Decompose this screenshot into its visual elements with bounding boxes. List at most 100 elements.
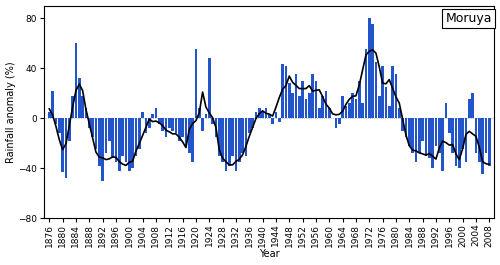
X-axis label: Year: Year: [259, 249, 280, 259]
Bar: [254, 112, 258, 118]
Bar: [158, 118, 160, 124]
Bar: [462, 118, 464, 149]
Bar: [108, 118, 110, 141]
Bar: [358, 81, 360, 118]
Bar: [442, 118, 444, 171]
Bar: [178, 118, 180, 141]
Bar: [222, 118, 224, 162]
Bar: [214, 118, 218, 137]
Bar: [312, 74, 314, 118]
Y-axis label: Rainfall anomaly (%): Rainfall anomaly (%): [6, 61, 16, 163]
Bar: [398, 108, 400, 118]
Bar: [262, 112, 264, 118]
Bar: [62, 118, 64, 172]
Bar: [402, 118, 404, 131]
Bar: [194, 49, 198, 118]
Bar: [354, 99, 358, 118]
Bar: [104, 118, 108, 153]
Bar: [438, 118, 440, 153]
Bar: [142, 112, 144, 118]
Bar: [192, 118, 194, 162]
Bar: [58, 118, 60, 133]
Bar: [102, 118, 104, 181]
Bar: [472, 93, 474, 118]
Bar: [418, 118, 420, 153]
Bar: [92, 118, 94, 137]
Bar: [368, 18, 370, 118]
Bar: [128, 118, 130, 171]
Bar: [124, 118, 128, 162]
Bar: [382, 65, 384, 118]
Bar: [174, 118, 178, 133]
Bar: [198, 108, 200, 118]
Bar: [132, 118, 134, 168]
Bar: [482, 118, 484, 174]
Bar: [72, 96, 74, 118]
Bar: [248, 118, 250, 133]
Bar: [392, 65, 394, 118]
Bar: [454, 118, 458, 166]
Bar: [64, 118, 68, 178]
Bar: [364, 49, 368, 118]
Bar: [314, 81, 318, 118]
Bar: [328, 108, 330, 118]
Bar: [342, 96, 344, 118]
Bar: [372, 24, 374, 118]
Bar: [428, 118, 430, 158]
Bar: [414, 118, 418, 162]
Bar: [188, 118, 190, 153]
Bar: [154, 108, 158, 118]
Text: Moruya: Moruya: [446, 12, 492, 25]
Bar: [304, 99, 308, 118]
Bar: [184, 118, 188, 145]
Bar: [252, 118, 254, 128]
Bar: [212, 118, 214, 124]
Bar: [362, 103, 364, 118]
Bar: [322, 96, 324, 118]
Bar: [54, 118, 58, 124]
Bar: [208, 58, 210, 118]
Bar: [464, 118, 468, 162]
Bar: [234, 118, 238, 171]
Bar: [384, 87, 388, 118]
Bar: [138, 118, 140, 149]
Bar: [408, 118, 410, 145]
Bar: [484, 118, 488, 153]
Bar: [404, 118, 407, 137]
Bar: [172, 118, 174, 131]
Bar: [144, 118, 148, 133]
Bar: [164, 118, 168, 137]
Bar: [228, 118, 230, 166]
Bar: [122, 118, 124, 156]
Bar: [444, 103, 448, 118]
Bar: [374, 62, 378, 118]
Bar: [152, 114, 154, 118]
Bar: [242, 118, 244, 153]
Bar: [84, 108, 87, 118]
Bar: [232, 118, 234, 156]
Bar: [344, 105, 348, 118]
Bar: [394, 74, 398, 118]
Bar: [432, 118, 434, 168]
Bar: [422, 118, 424, 141]
Bar: [378, 96, 380, 118]
Bar: [272, 118, 274, 124]
Bar: [338, 118, 340, 124]
Bar: [94, 118, 98, 149]
Bar: [388, 105, 390, 118]
Bar: [474, 118, 478, 153]
Bar: [318, 108, 320, 118]
Bar: [434, 118, 438, 145]
Bar: [148, 118, 150, 128]
Bar: [488, 118, 490, 166]
Bar: [112, 118, 114, 158]
Bar: [308, 93, 310, 118]
Bar: [202, 118, 204, 131]
Bar: [458, 118, 460, 168]
Bar: [162, 118, 164, 131]
Bar: [412, 118, 414, 153]
Bar: [264, 108, 268, 118]
Bar: [302, 81, 304, 118]
Bar: [478, 118, 480, 162]
Bar: [282, 64, 284, 118]
